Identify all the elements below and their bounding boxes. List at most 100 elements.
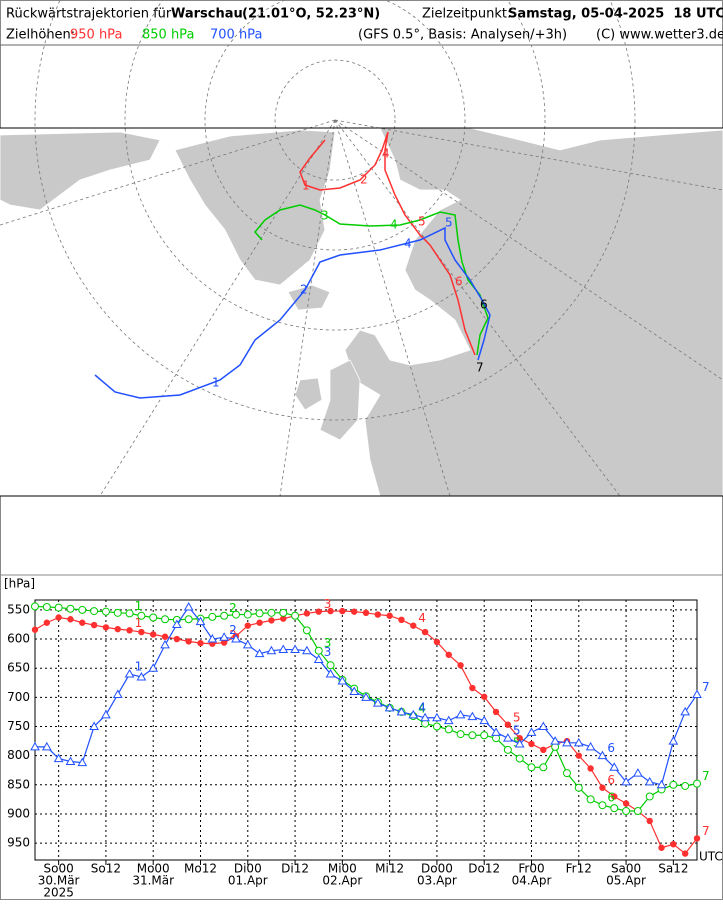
marker xyxy=(231,610,240,619)
marker xyxy=(539,763,548,772)
x-date-label: 05.Apr xyxy=(606,874,646,888)
y-tick-label: 950 xyxy=(7,836,30,850)
marker xyxy=(244,622,251,629)
marker xyxy=(644,776,655,786)
marker xyxy=(680,706,691,716)
marker xyxy=(645,792,654,801)
marker xyxy=(278,644,289,654)
map-step: 4 xyxy=(382,147,390,161)
map-step: 6 xyxy=(480,298,488,312)
marker xyxy=(562,737,572,747)
marker xyxy=(633,768,643,777)
marker xyxy=(173,635,181,643)
marker xyxy=(433,638,441,646)
x-tick-label: Do00 xyxy=(421,862,453,876)
x-tick-label: Mi00 xyxy=(328,862,357,876)
marker xyxy=(30,741,40,751)
x-date-label: 02.Apr xyxy=(322,874,362,888)
marker xyxy=(658,844,665,851)
model-info: (GFS 0.5°, Basis: Analysen/+3h) xyxy=(358,28,567,43)
marker xyxy=(350,608,358,615)
marker xyxy=(220,639,228,646)
marker xyxy=(457,662,464,669)
map-step: 5 xyxy=(418,215,426,229)
marker xyxy=(444,725,453,734)
marker xyxy=(268,617,275,624)
y-tick-label: 700 xyxy=(7,690,30,704)
title-prefix: Rückwärtstrajektorien für xyxy=(6,7,172,22)
marker xyxy=(374,611,382,618)
marker xyxy=(480,731,489,740)
marker xyxy=(65,756,76,765)
step-label: 7 xyxy=(702,824,710,838)
marker xyxy=(67,616,74,623)
map-step: 7 xyxy=(476,361,484,375)
map-step: 2 xyxy=(300,283,308,297)
marker xyxy=(197,639,204,647)
step-label: 2 xyxy=(229,628,237,642)
x-axis-label: UTC xyxy=(699,850,723,864)
map-step: 1 xyxy=(302,179,310,193)
marker xyxy=(362,609,370,617)
marker xyxy=(467,711,478,721)
marker xyxy=(573,737,584,747)
marker xyxy=(372,698,383,707)
marker xyxy=(398,616,405,624)
marker xyxy=(124,669,135,678)
marker xyxy=(622,800,630,807)
marker xyxy=(41,741,52,751)
step-label: 7 xyxy=(702,680,710,694)
marker xyxy=(242,639,253,649)
target-time: Samstag, 05-04-2025 18 UTC xyxy=(508,7,723,22)
marker xyxy=(550,736,561,745)
map-step: 3 xyxy=(321,209,329,223)
step-label: 1 xyxy=(135,616,143,630)
marker xyxy=(185,638,192,645)
step-label: 7 xyxy=(702,769,710,783)
marker xyxy=(670,841,677,848)
marker xyxy=(384,702,395,712)
marker xyxy=(112,689,123,698)
copyright: (C) www.wetter3.de xyxy=(596,28,723,43)
step-label: 4 xyxy=(418,611,426,625)
marker xyxy=(327,607,334,615)
marker xyxy=(515,754,524,763)
marker xyxy=(78,605,87,614)
x-date-label: 30.Mär xyxy=(38,874,80,888)
marker xyxy=(290,644,300,654)
marker xyxy=(315,608,322,615)
y-tick-label: 550 xyxy=(7,602,30,616)
marker xyxy=(598,801,607,810)
marker xyxy=(692,689,702,698)
marker xyxy=(53,753,64,763)
marker xyxy=(693,779,701,788)
marker xyxy=(184,615,193,624)
marker xyxy=(208,612,217,621)
y-tick-label: 750 xyxy=(7,719,30,733)
marker xyxy=(43,619,51,626)
marker xyxy=(646,817,653,825)
marker xyxy=(90,621,98,629)
marker xyxy=(585,741,596,751)
marker xyxy=(408,709,419,719)
marker xyxy=(445,651,452,658)
marker xyxy=(609,762,620,771)
step-label: 3 xyxy=(324,597,332,611)
marker xyxy=(136,671,147,681)
plot-area xyxy=(34,599,698,861)
step-label: 6 xyxy=(607,791,615,805)
marker xyxy=(171,619,182,628)
marker xyxy=(668,736,679,745)
marker xyxy=(337,676,348,685)
y-tick-label: 850 xyxy=(7,777,30,791)
marker xyxy=(303,610,311,617)
legend-entry: 950 hPa xyxy=(70,28,122,43)
marker xyxy=(503,745,512,754)
marker xyxy=(243,610,252,619)
marker xyxy=(302,645,312,655)
x-tick-label: Fr00 xyxy=(518,862,544,876)
marker xyxy=(195,616,206,626)
target-label: Zielzeitpunkt: xyxy=(422,7,511,22)
marker xyxy=(314,646,323,655)
marker xyxy=(656,779,667,789)
